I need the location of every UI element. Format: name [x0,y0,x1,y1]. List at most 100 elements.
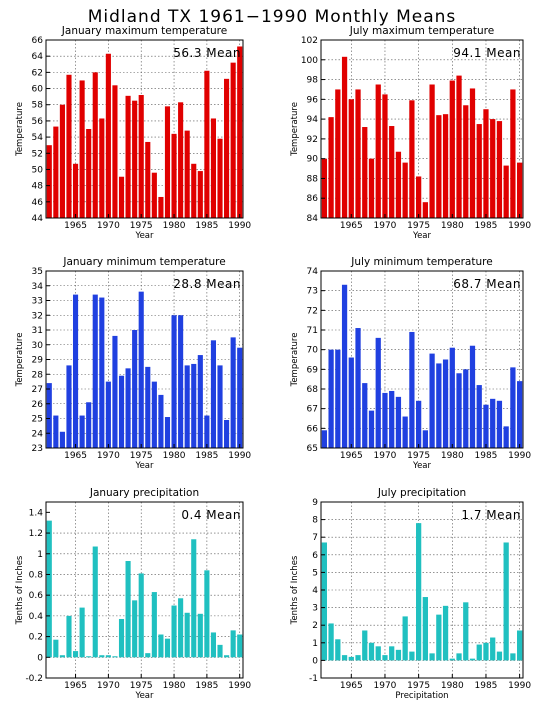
x-tick-label: 1985 [475,451,498,461]
bar-1969 [375,337,381,448]
bar-1980 [171,133,177,218]
bar-1970 [382,655,388,661]
y-tick-label: 7 [312,533,318,543]
bar-1987 [217,644,223,658]
x-tick-label: 1990 [228,221,251,231]
x-tick-label: 1980 [441,681,464,691]
chart-panel-6: -1 0 1 2 3 4 5 6 7 8 9 1965 1970 1975 1980 1985 1990 July… [290,487,531,701]
y-tick-label: 3 [312,604,318,614]
y-tick-label: 69 [307,365,319,375]
bar-1984 [476,385,482,448]
y-tick-label: 30 [32,341,44,351]
y-axis-label: Temperature [15,102,25,157]
bar-1967 [86,402,92,448]
y-axis-label: Temperature [290,102,300,157]
y-tick-label: 84 [307,214,319,224]
y-tick-label: 66 [32,36,44,46]
x-tick-label: 1975 [407,451,430,461]
bar-1969 [375,84,381,218]
bar-1989 [510,89,516,218]
x-tick-label: 1970 [374,451,397,461]
y-tick-label: 9 [312,498,318,508]
bar-1984 [197,613,203,658]
bar-1971 [389,646,395,661]
bar-1963 [335,89,341,218]
bar-1976 [422,597,428,661]
bar-1981 [456,373,462,448]
mean-label: 68.7 Mean [453,277,521,291]
y-tick-label: 60 [32,85,44,95]
bar-1962 [53,415,59,448]
bar-1977 [429,84,435,218]
bar-1961 [321,158,327,218]
bar-1981 [178,102,184,218]
bar-1977 [429,353,435,448]
x-tick-label: 1980 [163,221,186,231]
y-tick-label: 73 [307,287,318,297]
x-axis-label: Year [135,691,155,701]
plot-frame [45,39,244,219]
bar-1986 [490,119,496,218]
bar-1980 [449,80,455,218]
bar-1967 [362,383,368,448]
bar-1983 [469,658,476,661]
y-tick-label: 90 [307,155,319,165]
bar-1966 [355,89,361,218]
x-tick-label: 1975 [130,681,153,691]
bar-1983 [469,88,476,219]
bar-1983 [191,363,197,448]
bar-1973 [125,368,131,448]
bar-1963 [59,431,65,448]
y-tick-label: 28 [32,370,44,380]
bar-1965 [348,656,354,661]
bar-1979 [164,638,171,658]
x-axis-label: Year [412,231,432,241]
bar-1984 [476,124,482,218]
y-tick-label: -1 [309,674,318,684]
x-tick-label: 1975 [130,451,153,461]
bar-1984 [197,355,203,448]
bar-1971 [389,126,395,218]
y-tick-label: 94 [307,115,319,125]
bar-1967 [86,129,92,218]
y-tick-label: 34 [32,282,44,292]
bar-1973 [402,162,408,218]
bar-1966 [355,655,361,661]
bar-1979 [164,106,171,218]
x-tick-label: 1980 [163,451,186,461]
bar-1977 [151,592,157,658]
bar-1970 [105,381,111,449]
y-tick-label: 0.6 [29,591,44,601]
bar-1964 [341,56,348,219]
bar-1978 [436,363,442,448]
bar-1972 [395,151,402,218]
y-tick-label: 32 [32,311,43,321]
bar-1966 [79,415,85,448]
bar-1987 [496,400,503,448]
y-tick-label: 100 [301,56,318,66]
bar-1962 [328,623,334,661]
bar-1974 [132,100,138,218]
y-tick-label: 64 [32,52,44,62]
bar-1985 [204,415,210,448]
bar-1988 [224,419,230,448]
bar-1980 [171,605,177,658]
bar-1975 [416,523,422,661]
bar-1963 [59,655,65,658]
bar-1979 [164,417,171,448]
x-tick-label: 1985 [195,221,218,231]
y-tick-label: 8 [312,516,318,526]
bar-1981 [178,315,184,448]
bar-1972 [395,649,402,661]
x-tick-label: 1990 [508,221,531,231]
bar-1978 [436,614,442,661]
x-tick-label: 1985 [475,681,498,691]
bar-1982 [184,130,190,218]
y-tick-label: 25 [32,415,43,425]
chart-panel-1: 44 46 48 50 52 54 56 58 60 62 64 66 1965 1970 1975 1980… [15,25,251,241]
bar-1978 [436,115,442,218]
bar-1961 [46,520,52,658]
bar-1978 [158,394,164,448]
mean-label: 0.4 Mean [181,508,241,522]
bar-1974 [409,331,415,448]
